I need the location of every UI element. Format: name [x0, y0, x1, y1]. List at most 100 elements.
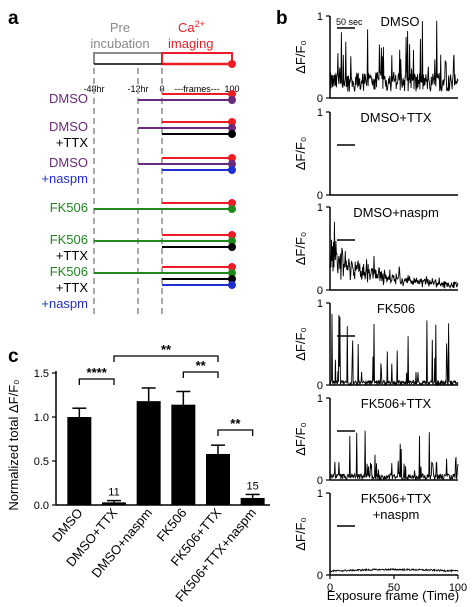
- trace-panel: 0 1 ΔF/F₀ FK506: [293, 298, 459, 392]
- trace-y-tick-label: 1: [317, 298, 323, 310]
- condition-trace-dot: [228, 90, 236, 98]
- condition-label: FK506: [50, 232, 88, 247]
- trace-condition-label: FK506: [377, 301, 415, 316]
- imaging-bracket: [161, 52, 233, 64]
- ca-imaging-label-2: imaging: [168, 36, 214, 51]
- trace-y-tick-label: 0: [317, 190, 323, 202]
- fluorescence-trace: [329, 221, 459, 290]
- condition-label: +TTX: [56, 248, 88, 263]
- condition-trace-dot: [228, 130, 236, 138]
- trace-panel: 0 1 ΔF/F₀ DMSO+TTX: [293, 107, 458, 202]
- condition-trace-dot: [228, 199, 236, 207]
- c-y-tick-label: 1.0: [34, 412, 49, 424]
- panel-b-label: b: [276, 8, 288, 29]
- significance-label: **: [161, 342, 172, 357]
- trace-panel: 0 1 ΔF/F₀ FK506+TTX+naspm 0 50 100: [293, 488, 467, 594]
- trace-condition-label: DMSO+naspm: [353, 205, 439, 220]
- bar-n-label: 17: [73, 483, 85, 495]
- condition-trace-dot: [228, 237, 236, 245]
- trace-y-tick-label: 0: [317, 570, 323, 582]
- trace-y-tick-label: 0: [317, 285, 323, 297]
- trace-ylabel: ΔF/F₀: [293, 422, 308, 456]
- significance-bracket: [182, 371, 219, 378]
- bar: [206, 453, 230, 505]
- pre-incubation-bracket: [93, 52, 163, 64]
- condition-label: FK506: [50, 264, 88, 279]
- fluorescence-trace: [329, 313, 459, 387]
- trace-y-tick-label: 1: [317, 202, 323, 214]
- significance-bracket: [113, 355, 219, 362]
- condition-trace-dot: [228, 96, 236, 104]
- condition-trace-dot: [228, 243, 236, 251]
- fluorescence-trace: [329, 20, 459, 98]
- bar-n-label: 15: [247, 480, 259, 492]
- condition-label: +TTX: [56, 280, 88, 295]
- trace-condition-label: DMSO: [381, 14, 420, 29]
- bar: [171, 404, 196, 505]
- trace-panel: 0 1 ΔF/F₀ DMSO+naspm: [293, 202, 459, 297]
- c-y-tick-label: 1.5: [34, 368, 49, 380]
- condition-trace-dot: [228, 205, 236, 213]
- panel-c-label: c: [8, 346, 19, 367]
- trace-y-tick-label: 0: [317, 380, 323, 392]
- significance-bracket: [217, 429, 254, 436]
- trace-y-tick-label: 0: [317, 475, 323, 487]
- condition-trace-dot: [228, 275, 236, 283]
- condition-label: DMSO: [49, 119, 88, 134]
- trace-ylabel: ΔF/F₀: [293, 327, 308, 361]
- header-imaging-dot: [228, 60, 236, 68]
- trace-y-tick-label: 1: [317, 393, 323, 405]
- condition-label: +naspm: [41, 171, 88, 186]
- condition-trace-dot: [228, 118, 236, 126]
- time-label-100: 100: [224, 84, 239, 94]
- c-y-tick-label: 0.0: [34, 500, 49, 512]
- trace-condition-label: FK506+TTX: [361, 396, 432, 411]
- trace-ylabel: ΔF/F₀: [293, 137, 308, 171]
- significance-bracket: [78, 378, 115, 385]
- x-tick-label: 50: [388, 582, 400, 594]
- fluorescence-trace: [329, 430, 459, 481]
- trace-condition-label: +naspm: [373, 507, 420, 522]
- condition-trace-dot: [228, 154, 236, 162]
- ca-superscript: 2+: [195, 19, 205, 29]
- bar: [67, 417, 92, 505]
- condition-trace-dot: [228, 160, 236, 168]
- trace-y-tick-label: 0: [317, 93, 323, 105]
- trace-ylabel: ΔF/F₀: [293, 232, 308, 266]
- bar: [102, 502, 126, 505]
- trace-panel: 0 1 ΔF/F₀ FK506+TTX: [293, 393, 459, 487]
- bar: [136, 401, 161, 505]
- condition-label: +naspm: [41, 296, 88, 311]
- condition-label: DMSO: [49, 155, 88, 170]
- trace-y-tick-label: 1: [317, 11, 323, 23]
- pre-incubation-label-2: incubation: [90, 36, 149, 51]
- condition-label: +TTX: [56, 135, 88, 150]
- x-tick-label: 100: [449, 582, 467, 594]
- bar-n-label: 14: [212, 483, 224, 495]
- bar-n-label: 18: [143, 483, 155, 495]
- significance-label: **: [196, 358, 207, 373]
- c-y-tick-label: 0.5: [34, 456, 49, 468]
- trace-condition-label: FK506+TTX: [361, 491, 432, 506]
- condition-label: DMSO: [49, 91, 88, 106]
- fluorescence-trace: [329, 567, 459, 575]
- time-label-frames: ---frames---: [174, 84, 220, 94]
- x-tick-label: 0: [327, 582, 333, 594]
- trace-condition-label: DMSO+TTX: [360, 110, 431, 125]
- condition-trace-dot: [228, 124, 236, 132]
- ca-imaging-label-1: Ca2+: [178, 19, 205, 35]
- ca-base: Ca: [178, 20, 195, 35]
- trace-y-tick-label: 1: [317, 488, 323, 500]
- panel-c-ylabel: Normalized total ΔF/F₀: [6, 379, 21, 510]
- significance-label: **: [230, 416, 241, 431]
- condition-trace-dot: [228, 281, 236, 289]
- bar-n-label: 11: [108, 487, 119, 499]
- trace-ylabel: ΔF/F₀: [293, 40, 308, 74]
- trace-y-tick-label: 1: [317, 107, 323, 119]
- scale-bar-label: 50 sec: [336, 17, 363, 27]
- panel-a-conditions: DMSODMSO+TTXDMSO+naspmFK506FK506+TTXFK50…: [41, 60, 236, 318]
- panel-b-xlabel: Exposure frame (Time): [327, 588, 459, 603]
- panel-c-bar-chart: 0.00.51.01.517DMSO11DMSO+TTX18DMSO+naspm…: [34, 342, 270, 605]
